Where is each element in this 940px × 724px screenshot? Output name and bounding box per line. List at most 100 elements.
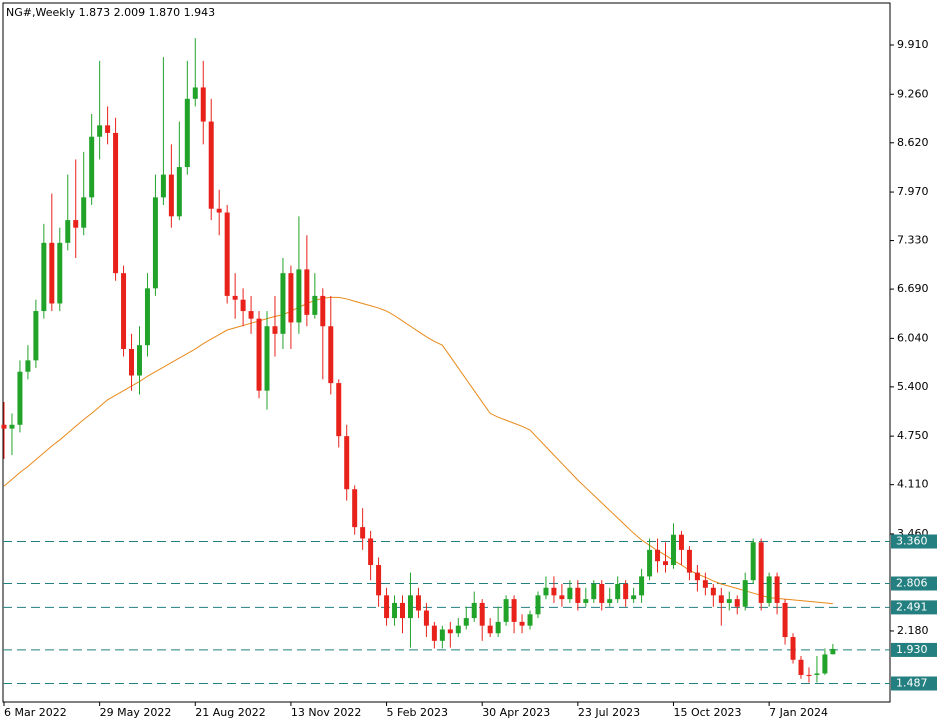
candle-body xyxy=(208,121,214,209)
candle-body xyxy=(9,424,15,429)
candle-body xyxy=(814,673,820,675)
x-tick-label: 7 Jan 2024 xyxy=(769,706,828,719)
candle-body xyxy=(33,311,39,361)
level-box xyxy=(891,642,937,657)
level-label: 1.487 xyxy=(896,677,928,690)
candle-body xyxy=(288,273,294,323)
y-tick-label: 8.620 xyxy=(897,136,929,149)
candle-body xyxy=(495,621,501,634)
candle-body xyxy=(224,212,230,296)
candle-body xyxy=(798,659,804,675)
candle-body xyxy=(192,87,198,99)
candle-body xyxy=(694,572,700,581)
candle-body xyxy=(519,621,525,626)
candle-body xyxy=(304,269,310,315)
candle-body xyxy=(543,587,549,596)
x-tick-label: 21 Aug 2022 xyxy=(195,706,265,719)
y-tick-label: 7.970 xyxy=(897,185,929,198)
candle-body xyxy=(65,220,71,243)
candle-body xyxy=(511,599,517,622)
y-tick-label: 9.260 xyxy=(897,87,929,100)
moving-average-line xyxy=(3,296,833,605)
level-label: 3.360 xyxy=(896,535,928,548)
y-tick-label: 5.400 xyxy=(897,380,929,393)
candle-body xyxy=(57,242,63,304)
candle-body xyxy=(686,549,692,573)
candle-body xyxy=(423,610,429,626)
level-box xyxy=(891,600,937,615)
candle-body xyxy=(176,167,182,217)
candle-body xyxy=(400,602,405,619)
candle-body xyxy=(830,648,836,655)
x-tick-label: 29 May 2022 xyxy=(100,706,172,719)
candle-body xyxy=(822,654,828,674)
candle-body xyxy=(1,424,7,429)
x-tick-label: 13 Nov 2022 xyxy=(291,706,361,719)
x-tick-label: 30 Apr 2023 xyxy=(482,706,550,719)
candle-body xyxy=(607,599,613,603)
candle-body xyxy=(551,587,557,596)
level-label: 2.806 xyxy=(896,577,928,590)
candle-body xyxy=(806,674,812,676)
candle-body xyxy=(527,614,533,626)
candle-body xyxy=(790,637,796,660)
candle-body xyxy=(639,576,645,596)
plot-layer: 9.910 9.260 8.620 7.970 7.330 6.690 6.040 5.400… xyxy=(1,38,937,719)
candle-body xyxy=(599,583,605,603)
candle-body xyxy=(368,538,374,566)
candle-body xyxy=(559,595,565,600)
candle-body xyxy=(81,197,87,228)
candle-body xyxy=(670,534,676,566)
candle-body xyxy=(328,326,334,384)
candle-body xyxy=(240,299,246,312)
candle-body xyxy=(774,576,780,603)
candle-body xyxy=(503,599,509,622)
candle-body xyxy=(758,542,764,603)
candle-body xyxy=(631,595,637,600)
candle-body xyxy=(567,587,573,600)
candle-body xyxy=(615,583,621,600)
candle-body xyxy=(623,583,629,600)
level-box xyxy=(891,676,937,691)
level-box xyxy=(891,576,937,591)
candle-body xyxy=(272,326,278,334)
candle-body xyxy=(41,242,47,312)
candle-body xyxy=(97,125,103,137)
y-tick-label: 4.110 xyxy=(897,478,929,491)
candle-body xyxy=(439,629,445,641)
candle-body xyxy=(766,576,772,603)
x-tick-label: 15 Oct 2023 xyxy=(673,706,741,719)
candle-body xyxy=(726,599,732,603)
candle-body xyxy=(360,527,366,539)
candle-body xyxy=(248,311,254,319)
candle-body xyxy=(384,595,390,619)
y-tick-label: 6.040 xyxy=(897,331,929,344)
candle-body xyxy=(734,599,740,607)
candle-body xyxy=(463,618,469,626)
x-tick-label: 5 Feb 2023 xyxy=(387,706,448,719)
candle-body xyxy=(487,625,493,634)
candle-body xyxy=(129,348,135,376)
candle-body xyxy=(447,629,453,634)
candle-body xyxy=(471,602,477,619)
candle-body xyxy=(479,602,485,626)
y-tick-label: 6.690 xyxy=(897,282,929,295)
candle-body xyxy=(73,220,79,228)
y-tick-label: 4.750 xyxy=(897,429,929,442)
candle-body xyxy=(89,136,95,198)
candle-body xyxy=(312,295,318,315)
x-tick-label: 23 Jul 2023 xyxy=(578,706,640,719)
candle-body xyxy=(121,273,127,349)
candle-body xyxy=(575,587,581,603)
candle-body xyxy=(105,125,111,133)
candle-body xyxy=(232,295,238,300)
y-tick-label: 9.910 xyxy=(897,38,929,51)
candle-body xyxy=(782,602,788,638)
y-tick-label: 2.180 xyxy=(897,624,929,637)
candle-body xyxy=(113,132,119,274)
level-box xyxy=(891,534,937,549)
candle-body xyxy=(17,371,23,425)
candle-body xyxy=(710,587,716,596)
level-label: 2.491 xyxy=(896,600,928,613)
